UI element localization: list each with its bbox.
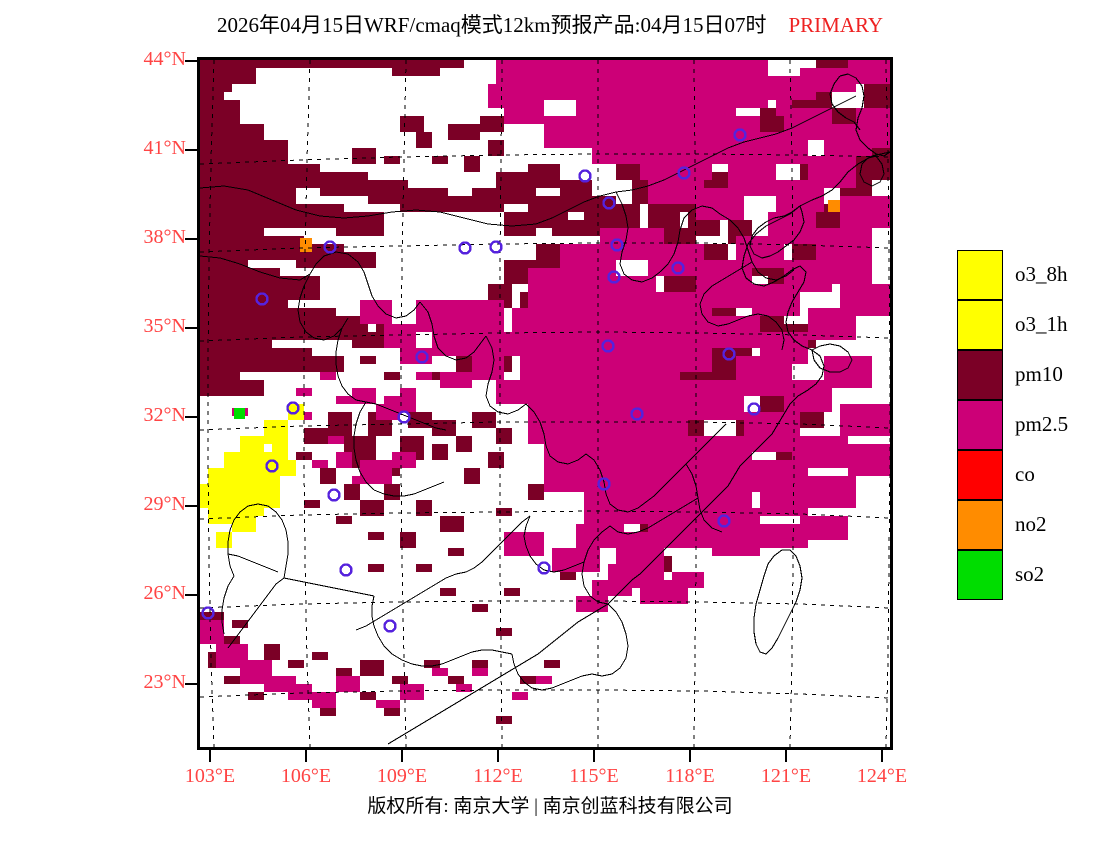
city-markers [201,128,761,633]
title-primary-label: PRIMARY [788,13,884,37]
x-tick-label-109E: 109°E [376,765,428,787]
y-tick-label-26N: 26°N [143,582,186,604]
y-tick-mark [185,238,197,240]
y-tick-mark [185,505,197,507]
y-tick-label-44N: 44°N [143,48,186,70]
y-tick-label-32N: 32°N [143,404,186,426]
x-tick-mark [497,750,499,762]
y-tick-mark [185,683,197,685]
x-tick-mark [401,750,403,762]
legend-label-o3-1h: o3_1h [1015,312,1068,336]
page-title: 2026年04月15日WRF/cmaq模式12km预报产品:04月15日07时 P… [0,9,1100,39]
x-tick-label-124E: 124°E [856,765,908,787]
y-tick-label-35N: 35°N [143,315,186,337]
x-tick-mark [689,750,691,762]
legend-swatch-o3-8h [957,250,1003,300]
y-tick-mark [185,60,197,62]
legend-label-pm25: pm2.5 [1015,412,1069,436]
y-tick-label-38N: 38°N [143,226,186,248]
title-main-text: 2026年04月15日WRF/cmaq模式12km预报产品:04月15日07时 [216,13,767,37]
map-canvas [200,60,890,747]
map-plot-area[interactable] [197,57,893,750]
y-tick-label-23N: 23°N [143,671,186,693]
x-tick-label-106E: 106°E [280,765,332,787]
legend-label-o3-8h: o3_8h [1015,262,1068,286]
y-tick-mark [185,594,197,596]
legend-swatch-so2 [957,550,1003,600]
x-tick-label-121E: 121°E [760,765,812,787]
x-tick-label-118E: 118°E [665,765,715,787]
y-tick-label-41N: 41°N [143,137,186,159]
copyright-footer: 版权所有: 南京大学 | 南京创蓝科技有限公司 [367,796,733,817]
legend-label-so2: so2 [1015,562,1045,586]
x-tick-mark [881,750,883,762]
y-tick-mark [185,416,197,418]
x-tick-label-115E: 115°E [569,765,619,787]
legend-swatch-no2 [957,500,1003,550]
legend-swatch-pm10 [957,350,1003,400]
legend-swatch-o3-1h [957,300,1003,350]
x-tick-mark [785,750,787,762]
y-tick-mark [185,149,197,151]
x-tick-label-103E: 103°E [184,765,236,787]
pollutant-grid-cells [200,60,890,724]
y-tick-mark [185,327,197,329]
legend-swatch-pm25 [957,400,1003,450]
legend-swatch-co [957,450,1003,500]
y-tick-label-29N: 29°N [143,493,186,515]
legend-label-pm10: pm10 [1015,362,1063,386]
legend-label-no2: no2 [1015,512,1047,536]
x-tick-mark [305,750,307,762]
legend-label-co: co [1015,462,1035,486]
x-tick-label-112E: 112°E [473,765,523,787]
x-tick-mark [593,750,595,762]
x-tick-mark [209,750,211,762]
